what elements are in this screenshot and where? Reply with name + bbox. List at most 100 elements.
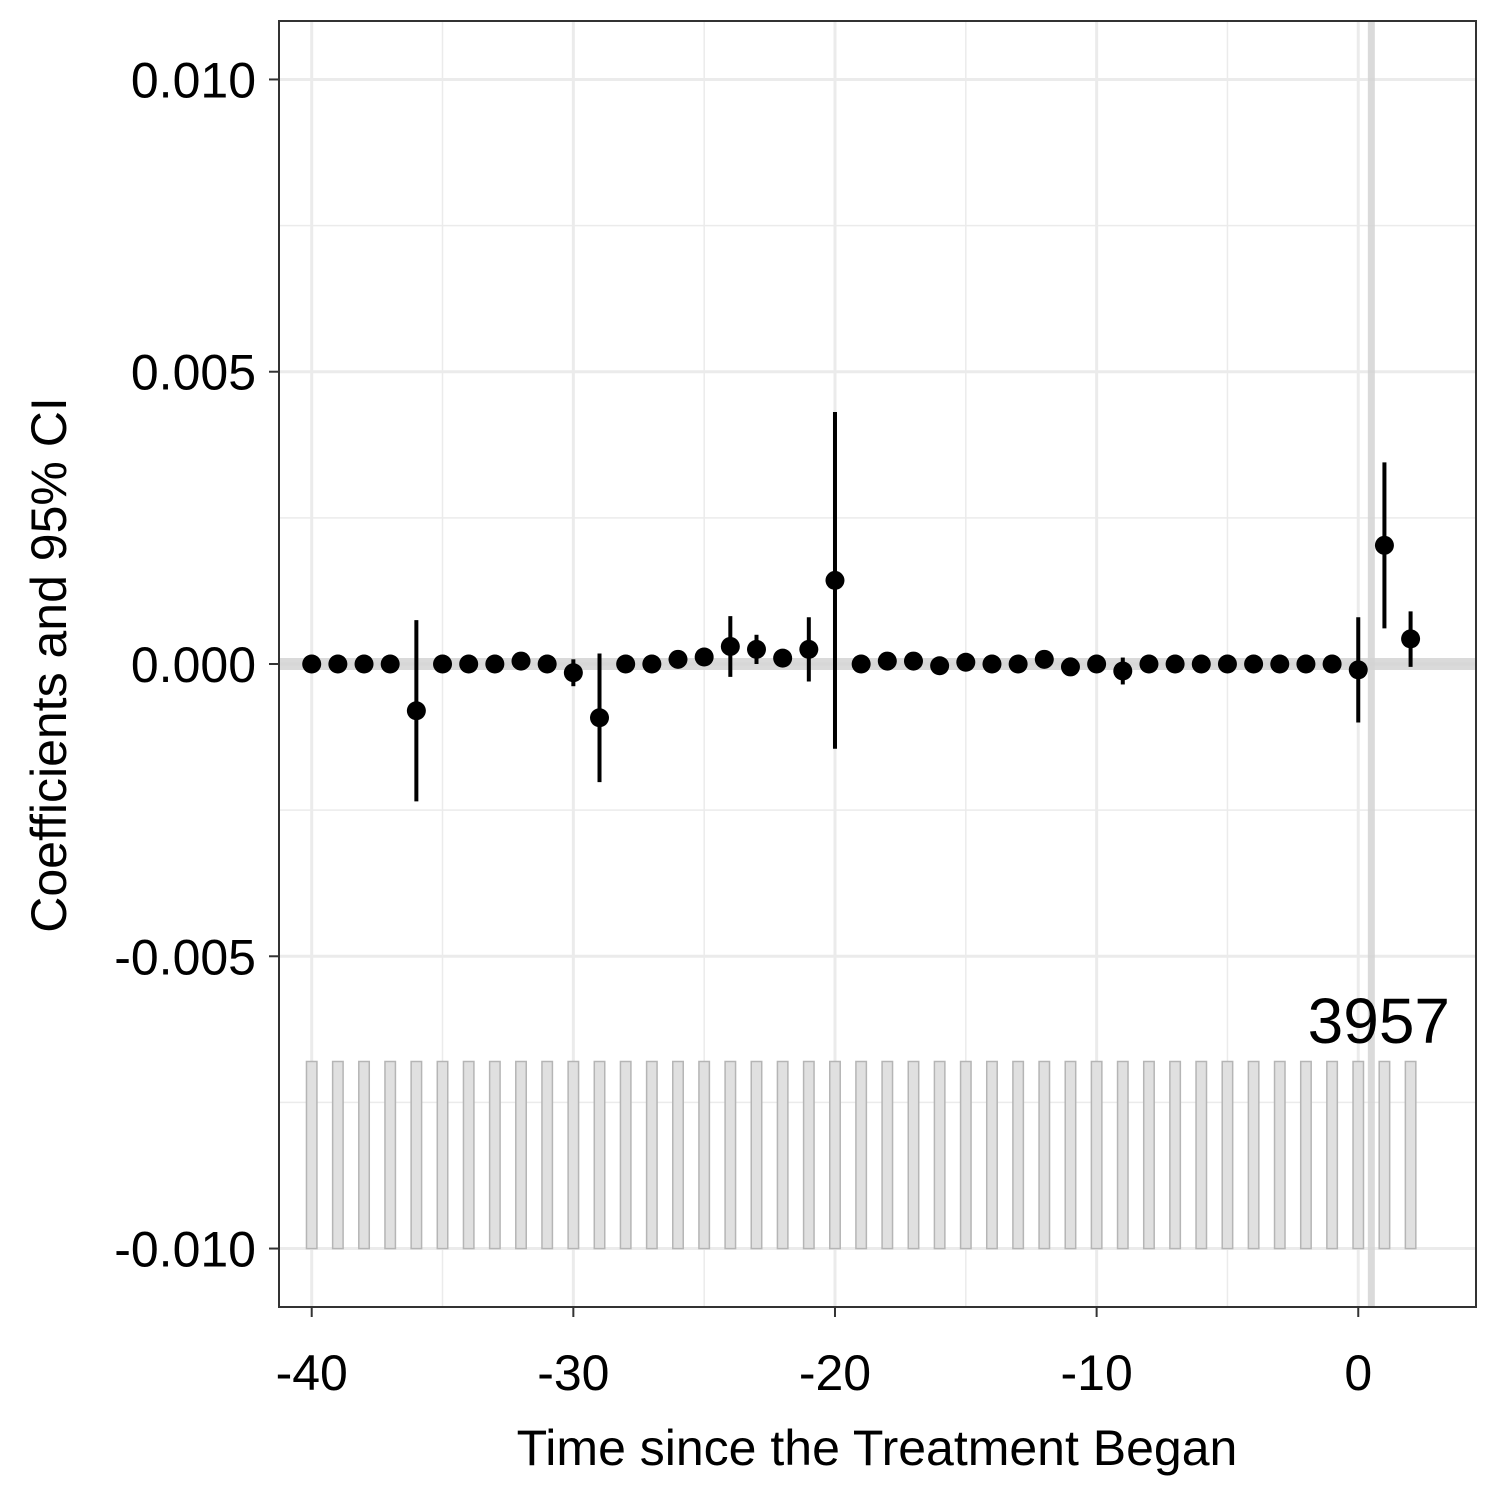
count-bar (985, 1060, 998, 1250)
count-bar (619, 1060, 632, 1250)
coefficient-point (1374, 535, 1394, 555)
coefficient-point (799, 639, 819, 659)
coefficient-point (563, 663, 583, 683)
coefficient-point (1113, 661, 1133, 681)
count-bar (1064, 1060, 1077, 1250)
coefficient-point (485, 654, 505, 674)
count-bar (331, 1060, 344, 1250)
coefficient-point (773, 648, 793, 668)
count-bar (959, 1060, 972, 1250)
count-bar (776, 1060, 789, 1250)
count-bar (567, 1060, 580, 1250)
coefficient-point (1060, 657, 1080, 677)
x-tick-label: -40 (276, 1345, 348, 1401)
count-bar (1195, 1060, 1208, 1250)
count-bar (1378, 1060, 1391, 1250)
y-tick-label: -0.005 (114, 929, 256, 985)
x-tick-label: -10 (1060, 1345, 1132, 1401)
count-bar (802, 1060, 815, 1250)
count-bar (593, 1060, 606, 1250)
count-bar (1326, 1060, 1339, 1250)
x-tick-label: -20 (799, 1345, 871, 1401)
coefficient-point (1348, 660, 1368, 680)
count-bar (1038, 1060, 1051, 1250)
x-tick-label: -30 (537, 1345, 609, 1401)
coefficient-point (668, 649, 688, 669)
coefficient-point (1296, 654, 1316, 674)
y-tick-label: -0.010 (114, 1222, 256, 1278)
coefficient-point (930, 656, 950, 676)
x-axis-title: Time since the Treatment Began (517, 1420, 1238, 1476)
count-bar (358, 1060, 371, 1250)
coefficient-point (1034, 649, 1054, 669)
coefficient-point (746, 639, 766, 659)
coefficient-point (956, 652, 976, 672)
coefficient-point (903, 651, 923, 671)
y-tick-label: 0.005 (131, 345, 256, 401)
count-bar (1404, 1060, 1417, 1250)
count-bars (305, 1060, 1417, 1250)
coefficient-point (459, 654, 479, 674)
count-bar (384, 1060, 397, 1250)
coefficient-point (851, 654, 871, 674)
count-label: 3957 (1308, 985, 1450, 1057)
count-bar (829, 1060, 841, 1250)
count-bar (1273, 1060, 1286, 1250)
coefficient-point (354, 654, 374, 674)
coefficient-point (1401, 629, 1421, 649)
coefficient-point (1139, 654, 1159, 674)
count-bar (1012, 1060, 1025, 1250)
count-bar (1221, 1060, 1234, 1250)
count-bar (907, 1060, 920, 1250)
coefficient-point (1217, 654, 1237, 674)
count-bar (645, 1060, 658, 1250)
y-tick-label: 0.000 (131, 637, 256, 693)
coefficient-point (1191, 654, 1211, 674)
count-bar (1142, 1060, 1155, 1250)
coefficient-point (825, 570, 845, 590)
count-bar (881, 1060, 894, 1250)
coefficient-point (1165, 654, 1185, 674)
coefficient-point (1087, 654, 1107, 674)
coefficient-point (720, 636, 740, 656)
coefficient-point (982, 654, 1002, 674)
count-bar (1169, 1060, 1182, 1250)
axes: -40 -30 -20 -10 0 0.010 0.005 0.000 -0.005 -0.010 (114, 52, 1372, 1401)
count-bar (724, 1060, 737, 1250)
count-bar (541, 1060, 554, 1250)
coefficient-point (590, 708, 610, 728)
y-axis-title: Coefficients and 95% CI (21, 397, 77, 933)
count-bar (1352, 1060, 1365, 1250)
count-bar (855, 1060, 868, 1250)
count-bar (410, 1060, 423, 1250)
coefficient-point (642, 654, 662, 674)
count-bar (672, 1060, 684, 1250)
x-tick-label: 0 (1344, 1345, 1372, 1401)
coefficient-point (877, 651, 897, 671)
coefficient-point (302, 654, 322, 674)
count-bar (933, 1060, 946, 1250)
coefficient-point (511, 651, 531, 671)
count-bar (462, 1060, 475, 1250)
coefficient-point (433, 654, 453, 674)
coefficient-point (380, 654, 400, 674)
coefficient-point (1270, 654, 1290, 674)
coefficient-point (537, 654, 557, 674)
count-bar (698, 1060, 711, 1250)
count-bar (305, 1060, 318, 1250)
count-bar (750, 1060, 763, 1250)
count-bar (488, 1060, 501, 1250)
coefficient-point (1008, 654, 1028, 674)
coefficient-point (616, 654, 636, 674)
count-bar (1116, 1060, 1129, 1250)
count-bar (1090, 1060, 1103, 1250)
count-bar (515, 1060, 527, 1250)
coefficient-point (1322, 654, 1342, 674)
coefficient-point (1244, 654, 1264, 674)
y-tick-label: 0.010 (131, 52, 256, 108)
count-bar (1247, 1060, 1260, 1250)
coefficient-point (406, 701, 426, 721)
coefficient-points (302, 412, 1421, 802)
coefficient-point (328, 654, 348, 674)
